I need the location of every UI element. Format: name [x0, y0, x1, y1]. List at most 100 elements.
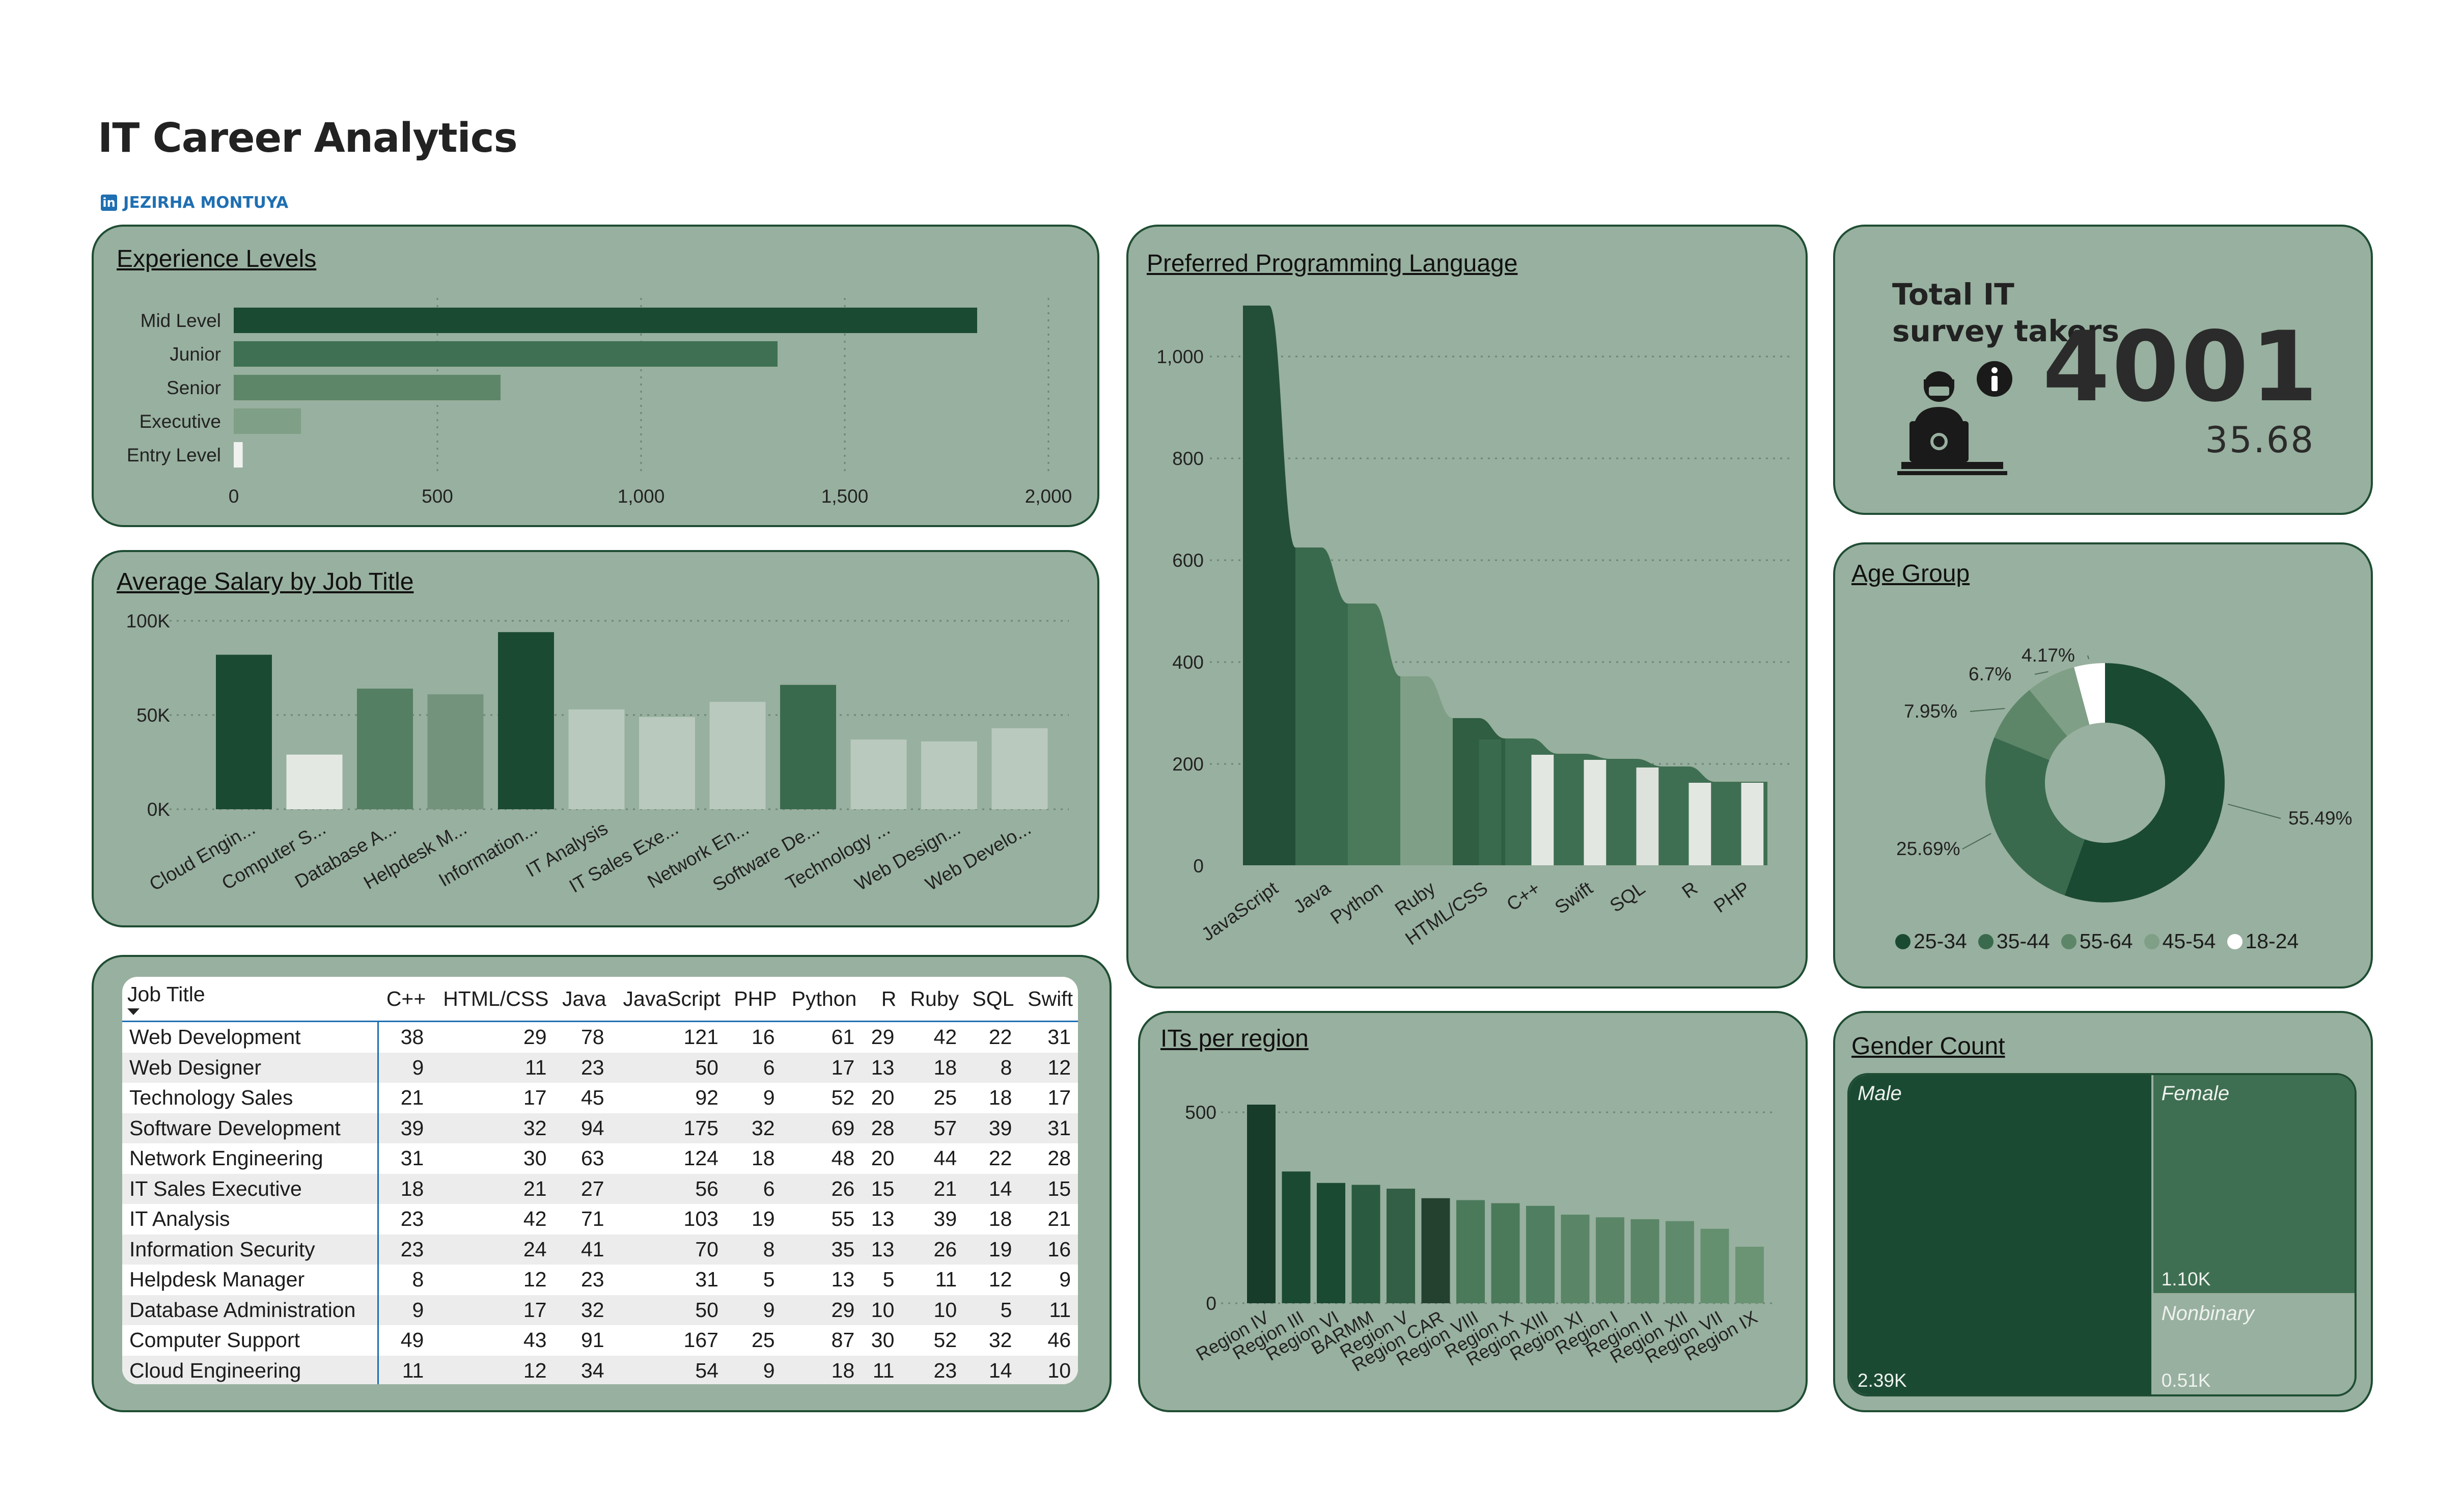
table-cell: 50: [611, 1295, 726, 1325]
legend-item[interactable]: 25-34: [1895, 929, 1967, 953]
kpi-card: Total IT survey takers 4001 35.68: [1833, 225, 2373, 515]
table-row[interactable]: Helpdesk Manager 8 12 23 31 5 13 5 11 12 9: [122, 1265, 1078, 1295]
table-cell: 12: [431, 1355, 554, 1384]
language-table: Job Title C++ HTML/CSS Java JavaScript PHP Pyt…: [122, 977, 1078, 1384]
table-cell: 28: [1047, 1146, 1071, 1170]
area-segment: [1295, 547, 1348, 866]
language-title: Preferred Programming Language: [1147, 250, 1518, 277]
age-chart: 55.49% 25.69% 7.95% 6.7% 4.17%: [1896, 645, 2352, 902]
bar: [1317, 1183, 1345, 1303]
table-cell: 21: [901, 1173, 964, 1204]
table-cell: 29: [523, 1025, 547, 1049]
label-leader: [1970, 708, 2005, 712]
table-row[interactable]: IT Sales Executive 18 21 27 56 6 26 15 21 14 15: [122, 1173, 1078, 1204]
table-cell: 18: [901, 1052, 964, 1083]
table-cell: 92: [695, 1086, 718, 1110]
table-cell: 25: [752, 1328, 775, 1352]
table-cell: 32: [988, 1328, 1012, 1352]
table-body: Web Development 38 29 78 121 16 61 29 42 22 31 Web …: [122, 1021, 1078, 1384]
table-cell: 13: [862, 1052, 902, 1083]
y-tick-label: 1,000: [1156, 346, 1204, 367]
info-icon[interactable]: [1976, 360, 2013, 398]
table-row[interactable]: Database Administration 9 17 32 50 9 29 10 10 5 11: [122, 1295, 1078, 1325]
treemap-label: Female: [2161, 1082, 2230, 1105]
row-label: Web Designer: [122, 1052, 379, 1083]
age-title: Age Group: [1851, 560, 1970, 587]
table-cell: 23: [581, 1268, 604, 1292]
y-tick-label: 100K: [126, 611, 171, 632]
table-row[interactable]: Network Engineering 31 30 63 124 18 48 20 44 22 28: [122, 1143, 1078, 1174]
y-tick-label: 500: [1185, 1102, 1216, 1123]
table-cell: 38: [400, 1025, 424, 1049]
x-tick-label: 0: [229, 486, 239, 507]
legend-item[interactable]: 35-44: [1978, 929, 2050, 953]
table-cell: 91: [581, 1328, 604, 1352]
column-header[interactable]: JavaScript: [611, 977, 726, 1022]
table-cell: 10: [862, 1295, 902, 1325]
table-cell: 26: [901, 1234, 964, 1265]
region-card: ITs per region 0 500 Region IV Region III Re…: [1138, 1011, 1808, 1412]
kpi-sub-value: 35.68: [2205, 419, 2315, 461]
column-header[interactable]: PHP: [725, 977, 782, 1022]
legend-item[interactable]: 18-24: [2227, 929, 2299, 953]
column-header[interactable]: HTML/CSS: [431, 977, 554, 1022]
table-cell: 54: [611, 1355, 726, 1384]
column-header[interactable]: SQL: [964, 977, 1019, 1022]
author-link[interactable]: in JEZIRHA MONTUYA: [101, 194, 288, 212]
table-cell: 18: [988, 1086, 1012, 1110]
row-label: Database Administration: [122, 1295, 379, 1325]
table-cell: 21: [431, 1173, 554, 1204]
bar: [639, 717, 695, 809]
developer-at-laptop-icon: [1897, 371, 2007, 475]
table-cell: 32: [553, 1295, 612, 1325]
table-cell: 12: [988, 1268, 1012, 1292]
salary-card: Average Salary by Job Title 0K 50K 100K Clo…: [92, 550, 1099, 927]
treemap-cell[interactable]: Female 1.10K: [2153, 1075, 2355, 1294]
y-tick-label: 600: [1172, 550, 1204, 571]
treemap-cell[interactable]: Nonbinary 0.51K: [2153, 1295, 2355, 1394]
table-row[interactable]: Web Designer 9 11 23 50 6 17 13 18 8 12: [122, 1052, 1078, 1083]
row-label: Information Security: [122, 1234, 379, 1265]
table-cell: 23: [553, 1052, 612, 1083]
table-row[interactable]: IT Analysis 23 42 71 103 19 55 13 39 18 21: [122, 1204, 1078, 1234]
table-row[interactable]: Software Development 39 32 94 175 32 69 28 57 39 3…: [122, 1113, 1078, 1143]
treemap-cell[interactable]: Male 2.39K: [1849, 1075, 2151, 1394]
bar: [568, 709, 625, 809]
column-header-job-title[interactable]: Job Title: [122, 977, 378, 1022]
experience-card: Experience Levels 0 500 1,000 1,500 2,000 Mid…: [92, 225, 1099, 527]
table-row[interactable]: Cloud Engineering 11 12 34 54 9 18 11 23 14 10: [122, 1355, 1078, 1384]
category-label: Junior: [170, 344, 221, 365]
table-row[interactable]: Information Security 23 24 41 70 8 35 13 26 19 16: [122, 1234, 1078, 1265]
table-cell: 12: [523, 1268, 547, 1292]
column-header[interactable]: R: [862, 977, 902, 1022]
column-header[interactable]: Python: [782, 977, 862, 1022]
treemap-label: Male: [1858, 1082, 1902, 1105]
bar: [1351, 1185, 1380, 1303]
column-header[interactable]: Java: [553, 977, 612, 1022]
sort-descending-icon[interactable]: [127, 1008, 140, 1015]
table-row[interactable]: Web Development 38 29 78 121 16 61 29 42 22 31: [122, 1021, 1078, 1053]
table-row[interactable]: Computer Support 49 43 91 167 25 87 30 52 32 46: [122, 1325, 1078, 1356]
age-legend: 25-34 35-44 55-64 45-54 18-24: [1895, 929, 2310, 953]
row-label: Helpdesk Manager: [122, 1265, 379, 1295]
legend-item[interactable]: 45-54: [2144, 929, 2216, 953]
column-header[interactable]: C++: [378, 977, 431, 1022]
age-card: Age Group 55.49% 25.69% 7.95% 6.7% 4.17% 25-…: [1833, 542, 2373, 989]
table-cell: 30: [871, 1328, 895, 1352]
table-cell: 175: [611, 1113, 726, 1143]
table-cell: 14: [964, 1173, 1019, 1204]
table-cell: 13: [831, 1268, 855, 1292]
gender-title: Gender Count: [1851, 1033, 2005, 1060]
table-cell: 61: [831, 1025, 855, 1049]
table-cell: 12: [1019, 1052, 1078, 1083]
table-cell: 9: [763, 1086, 775, 1110]
column-header[interactable]: Swift: [1019, 977, 1078, 1022]
table-row[interactable]: Technology Sales 21 17 45 92 9 52 20 25 18 17: [122, 1083, 1078, 1113]
legend-label: 18-24: [2245, 929, 2299, 953]
column-header[interactable]: Ruby: [901, 977, 964, 1022]
table-cell: 39: [933, 1207, 957, 1231]
x-tick-label: 1,500: [821, 486, 869, 507]
legend-item[interactable]: 55-64: [2061, 929, 2133, 953]
table-cell: 103: [683, 1207, 718, 1231]
category-label: PHP: [1710, 877, 1754, 917]
